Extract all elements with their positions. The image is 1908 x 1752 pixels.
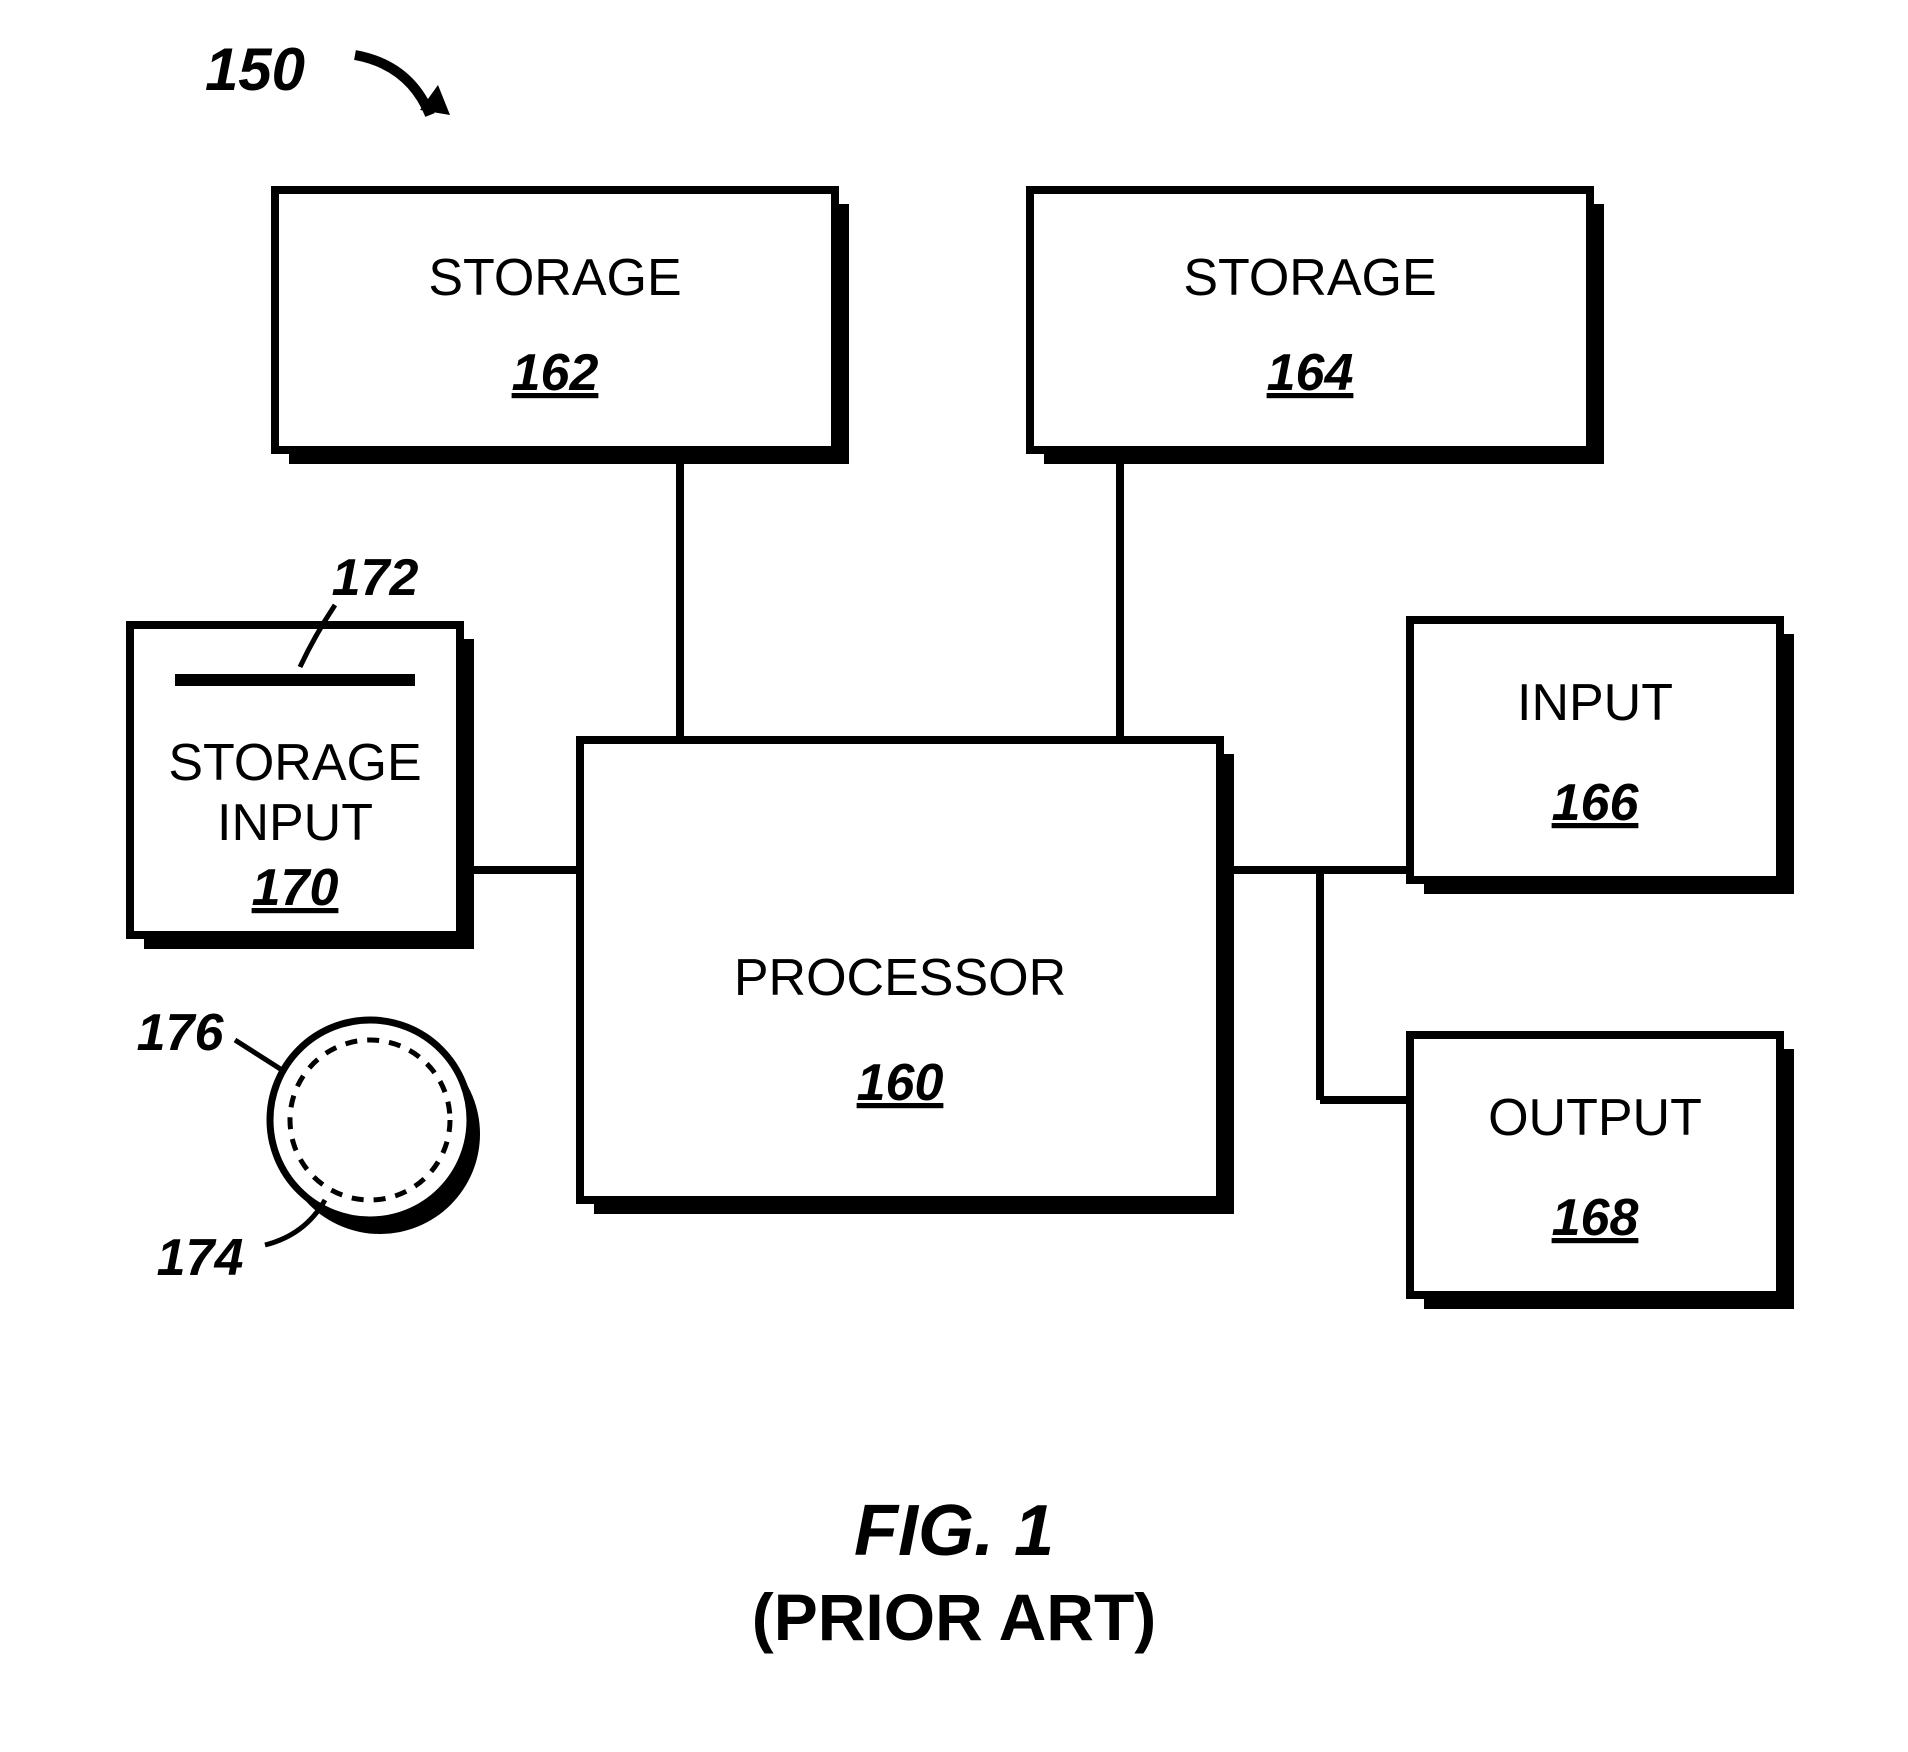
diagram-shape (355, 55, 430, 115)
diagram-shape: 170 (252, 859, 339, 917)
diagram-shape: INPUT (1517, 674, 1673, 732)
diagram-shape (235, 1040, 282, 1070)
diagram-shape (1030, 190, 1590, 450)
block-diagram: STORAGE 162 STORAGE 164 PROCESSOR 160 INPUT 166… (0, 0, 1908, 1752)
diagram-shape: 164 (1267, 344, 1354, 402)
diagram-shape: 162 (512, 344, 599, 402)
diagram-shape: STORAGE (428, 249, 681, 307)
diagram-shape: 166 (1552, 774, 1640, 832)
diagram-shape: OUTPUT (1488, 1089, 1702, 1147)
diagram-shape: 174 (157, 1229, 244, 1287)
diagram-shape: 168 (1552, 1189, 1639, 1247)
diagram-shape: (PRIOR ART) (752, 1580, 1157, 1654)
diagram-shape: FIG. 1 (854, 1491, 1054, 1571)
diagram-shape (1410, 1035, 1780, 1295)
diagram-shape: PROCESSOR (734, 949, 1066, 1007)
diagram-shape: 176 (137, 1004, 225, 1062)
diagram-shape: STORAGE (1183, 249, 1436, 307)
diagram-shape: 150 (205, 36, 305, 103)
diagram-shape: INPUT (217, 794, 373, 852)
diagram-shape (275, 190, 835, 450)
diagram-shape (1410, 620, 1780, 880)
diagram-shape: STORAGE (168, 734, 421, 792)
diagram-shape: 160 (857, 1054, 944, 1112)
diagram-shape: 172 (332, 549, 419, 607)
diagram-shape (270, 1020, 470, 1220)
